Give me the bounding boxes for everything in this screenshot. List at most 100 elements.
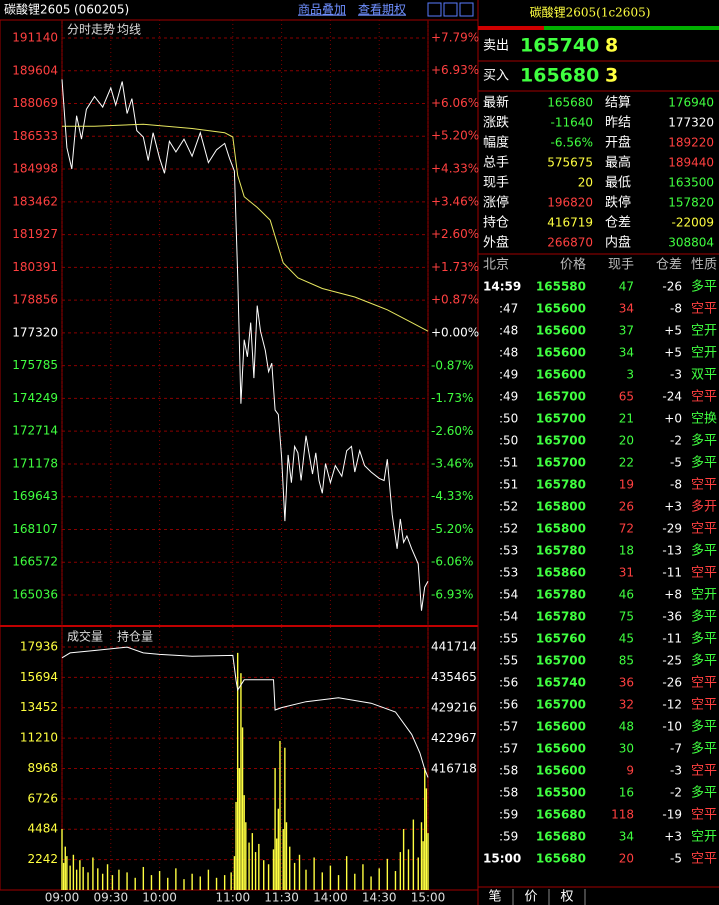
stat-label: 现手 [483,176,509,191]
y-tick-label: 178856 [12,293,58,307]
y2-tick-label: +0.87% [431,292,479,306]
volume-bar [87,872,89,890]
volume-bar [337,875,340,890]
trade-nature: 空开 [691,324,717,339]
y-tick-label: 188069 [12,96,58,110]
trade-time: :57 [499,720,518,734]
volume-bar [241,727,244,890]
volume-bar [233,856,236,890]
title-bar-red [478,26,544,30]
toolbar-button[interactable]: 查看期权 [358,3,406,17]
toolbar-button[interactable]: 商品叠加 [298,2,346,17]
volume-bar [386,858,389,890]
volume-bar [279,740,281,890]
volume-bar [267,864,270,890]
y-tick-label: 6726 [27,791,58,805]
tab[interactable]: 笔 [488,889,501,905]
stat-label: 幅度 [483,135,509,151]
trade-time: :56 [499,698,518,712]
volume-bar [223,875,226,890]
stat-label: 结算 [605,96,631,111]
trade-oi-change: -13 [662,544,682,558]
volume-bar [298,854,301,890]
trade-oi-change: -12 [662,698,682,712]
volume-bar [378,868,380,890]
trade-volume: 47 [619,280,634,294]
trade-volume: 3 [626,368,634,382]
trade-nature: 空平 [691,302,717,317]
volume-bar [72,854,75,890]
trade-nature: 空平 [691,808,717,823]
y-tick-label: 17936 [20,639,58,653]
stat-label: 开盘 [605,135,631,151]
stat-value: 196820 [547,196,593,210]
trade-oi-change: +8 [664,588,682,602]
volume-bar [79,860,81,890]
volume-bar [150,875,153,890]
volume-bar [230,872,232,890]
trade-volume: 21 [619,412,634,426]
trade-price: 165680 [536,808,586,822]
stat-value: 165680 [547,96,593,110]
volume-bar [424,768,426,890]
order-volume: 3 [605,65,618,87]
volume-bar [175,868,177,890]
trade-volume: 85 [619,654,634,668]
stat-value: 308804 [668,236,714,250]
tab[interactable]: 权 [560,889,573,905]
y-tick-label: 166572 [12,555,58,569]
y-tick-label: 189604 [12,63,58,77]
trade-volume: 46 [619,588,634,602]
volume-bar [284,747,286,890]
trade-oi-change: -8 [670,478,682,492]
volume-bar [329,865,332,890]
trade-price: 165760 [536,632,586,646]
trade-oi-change: -3 [670,368,682,382]
trade-nature: 多平 [691,631,717,647]
y2-tick-label: +2.60% [431,227,479,241]
trade-oi-change: -26 [662,676,682,690]
trade-oi-change: +3 [664,830,682,844]
icon[interactable] [459,2,474,17]
stat-value: -11640 [550,116,593,130]
volume-bar [142,866,145,890]
column-header: 北京 [483,258,509,273]
y2-tick-label: 422967 [431,731,477,745]
trade-nature: 空平 [691,852,717,867]
trade-time: :56 [499,676,518,690]
trade-time: :47 [499,302,518,316]
tab[interactable]: 价 [524,890,537,905]
y-tick-label: 177320 [12,325,58,339]
x-tick-label: 15:00 [411,891,446,905]
trade-nature: 多平 [691,543,717,559]
trade-volume: 22 [619,456,634,470]
volume-bar [245,822,247,890]
icon[interactable] [443,2,458,17]
icon[interactable] [427,2,442,17]
volume-bar [313,857,315,890]
trade-time: :48 [499,346,518,360]
trade-time: :53 [499,544,518,558]
y-tick-label: 2242 [27,852,58,866]
y-tick-label: 175785 [12,358,58,372]
trade-price: 165600 [536,346,586,360]
order-label: 买入 [483,69,509,84]
y2-tick-label: -1.73% [431,391,473,405]
volume-bar [75,869,78,890]
volume-bar [183,879,185,890]
x-tick-label: 11:30 [264,891,299,905]
trade-price: 165600 [536,324,586,338]
trade-price: 165800 [536,500,586,514]
trade-volume: 34 [619,346,634,360]
trade-nature: 空平 [691,676,717,691]
trade-oi-change: -3 [670,764,682,778]
trade-price: 165740 [536,676,586,690]
volume-bar [240,673,242,890]
y-tick-label: 8968 [27,761,58,775]
trade-price: 165600 [536,720,586,734]
trade-volume: 34 [619,830,634,844]
volume-bar [425,788,428,890]
volume-bar [354,873,356,890]
volume-bar [254,852,257,890]
